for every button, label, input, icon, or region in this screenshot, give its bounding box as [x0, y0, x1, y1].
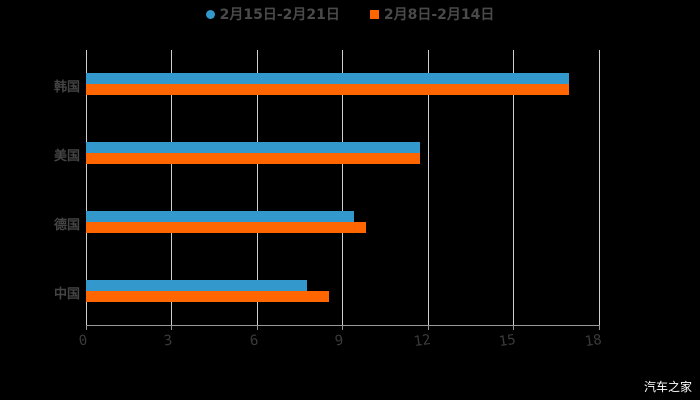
x-tick	[257, 325, 258, 330]
x-tick-label: 9	[333, 332, 345, 350]
x-tick	[513, 325, 514, 330]
x-tick-label: 0	[77, 332, 89, 350]
category-label-korea: 韩国	[53, 80, 80, 95]
bar-china-series2[interactable]	[86, 291, 329, 302]
bar-usa-series2[interactable]	[86, 153, 420, 164]
legend-marker-blue-icon	[205, 9, 215, 19]
gridline	[513, 50, 514, 325]
bar-korea-series1[interactable]	[86, 73, 569, 84]
x-tick-label: 6	[248, 332, 260, 350]
gridline	[171, 50, 172, 325]
legend-item-series1[interactable]: 2月15日-2月21日	[205, 4, 340, 24]
gridline	[342, 50, 343, 325]
x-tick	[171, 325, 172, 330]
legend-label-series1: 2月15日-2月21日	[219, 7, 340, 23]
category-label-germany: 德国	[53, 218, 80, 233]
x-tick	[428, 325, 429, 330]
x-tick-label: 12	[412, 331, 432, 351]
x-tick	[86, 325, 87, 330]
gridline	[86, 50, 87, 325]
gridline	[428, 50, 429, 325]
x-axis-line	[86, 325, 600, 326]
x-tick	[599, 325, 600, 330]
x-tick	[342, 325, 343, 330]
x-tick-label: 3	[162, 332, 174, 350]
bar-usa-series1[interactable]	[86, 142, 420, 153]
bar-korea-series2[interactable]	[86, 84, 569, 95]
legend-label-series2: 2月8日-2月14日	[383, 7, 495, 23]
category-label-usa: 美国	[53, 149, 80, 164]
legend-item-series2[interactable]: 2月8日-2月14日	[369, 4, 495, 24]
category-label-china: 中国	[53, 287, 80, 302]
gridline	[257, 50, 258, 325]
chart-legend: 2月15日-2月21日 2月8日-2月14日	[0, 4, 700, 24]
watermark: 汽车之家	[643, 380, 692, 394]
plot-area	[86, 50, 600, 325]
bar-germany-series2[interactable]	[86, 222, 366, 233]
gridline	[599, 50, 600, 325]
legend-marker-orange-icon	[369, 9, 379, 19]
x-tick-label: 18	[583, 331, 603, 351]
bar-china-series1[interactable]	[86, 280, 307, 291]
x-tick-label: 15	[497, 331, 517, 351]
bar-germany-series1[interactable]	[86, 211, 354, 222]
